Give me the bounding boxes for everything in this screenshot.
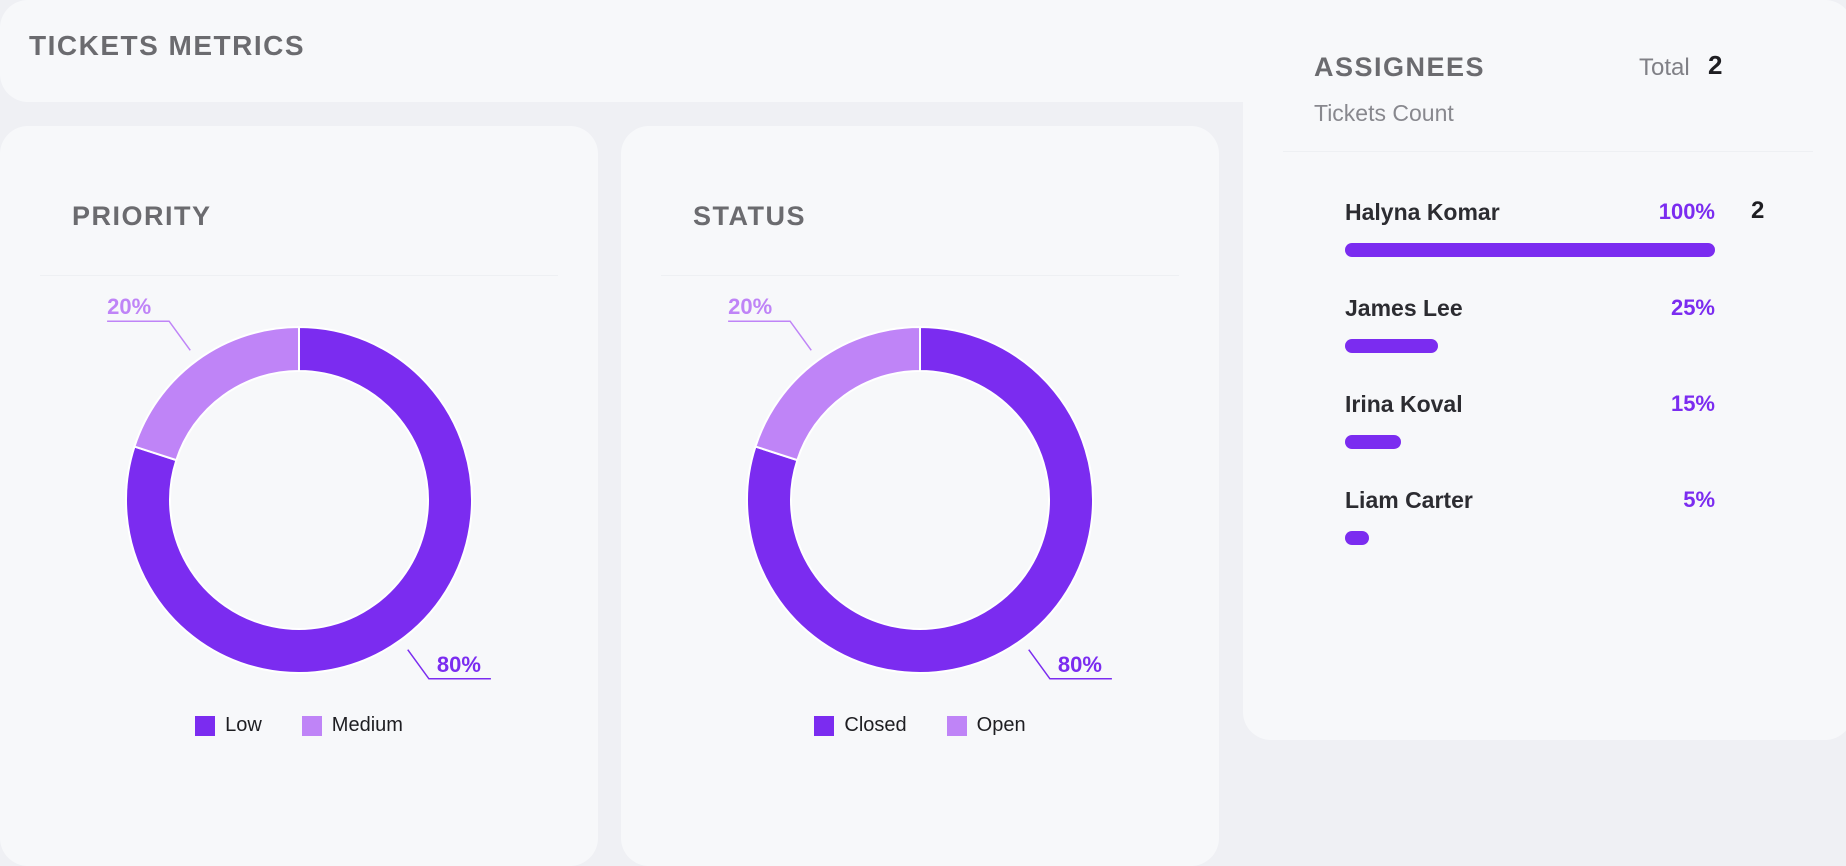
assignees-total-label: Total bbox=[1639, 54, 1690, 81]
assignee-percent: 5% bbox=[1683, 487, 1715, 512]
assignee-percent: 25% bbox=[1670, 295, 1715, 320]
assignee-percent: 100% bbox=[1658, 199, 1715, 224]
status-card: STATUS 80% 20% Closed Open bbox=[621, 126, 1219, 866]
assignee-bar bbox=[1345, 435, 1401, 449]
assignees-card: ASSIGNEES Total 2 Tickets Count Halyna K… bbox=[1243, 0, 1846, 740]
donut-label-leader bbox=[407, 649, 491, 680]
donut-data-label: 80% bbox=[437, 652, 481, 677]
donut-slice-closed[interactable] bbox=[746, 325, 1094, 674]
status-legend: Closed Open bbox=[621, 714, 1219, 737]
donut-slice-open[interactable] bbox=[754, 325, 921, 462]
legend-item[interactable]: Low bbox=[195, 714, 262, 737]
assignees-title: ASSIGNEES bbox=[1314, 52, 1486, 82]
page-title: TICKETS METRICS bbox=[29, 30, 306, 61]
assignees-total-value: 2 bbox=[1708, 50, 1723, 80]
legend-item[interactable]: Medium bbox=[301, 714, 403, 737]
assignee-count: 2 bbox=[1751, 197, 1765, 224]
legend-label: Low bbox=[225, 714, 262, 736]
assignee-name: Halyna Komar bbox=[1345, 199, 1500, 225]
legend-label: Closed bbox=[844, 714, 907, 736]
donut-data-label: 20% bbox=[728, 294, 772, 319]
assignee-bar-track bbox=[1345, 243, 1715, 257]
assignees-subtitle: Tickets Count bbox=[1314, 100, 1454, 126]
donut-slice-medium[interactable] bbox=[133, 325, 300, 462]
assignee-row[interactable]: James Lee 25% bbox=[1345, 295, 1735, 355]
assignee-bar bbox=[1345, 339, 1438, 353]
assignees-divider bbox=[1283, 151, 1813, 152]
donut-label-leader bbox=[1028, 649, 1112, 680]
priority-legend: Low Medium bbox=[0, 714, 598, 737]
assignee-row[interactable]: Liam Carter 5% bbox=[1345, 487, 1735, 547]
donut-data-label: 20% bbox=[107, 294, 151, 319]
assignee-bar bbox=[1345, 531, 1369, 545]
status-title: STATUS bbox=[693, 201, 806, 231]
donut-label-leader bbox=[728, 320, 812, 351]
legend-label: Open bbox=[976, 714, 1026, 736]
legend-label: Medium bbox=[331, 714, 403, 736]
legend-swatch bbox=[301, 715, 322, 736]
priority-donut-chart: 80% 20% bbox=[107, 294, 491, 680]
assignee-name: Irina Koval bbox=[1345, 391, 1463, 417]
assignee-percent: 15% bbox=[1670, 391, 1715, 416]
assignee-row[interactable]: Halyna Komar 100% 2 bbox=[1345, 197, 1764, 259]
assignee-name: Liam Carter bbox=[1345, 487, 1473, 513]
assignee-bar-track bbox=[1345, 531, 1715, 545]
assignee-bar bbox=[1345, 243, 1715, 257]
legend-swatch bbox=[946, 715, 967, 736]
assignee-name: James Lee bbox=[1345, 295, 1463, 321]
donut-data-label: 80% bbox=[1058, 652, 1102, 677]
assignee-bar-track bbox=[1345, 339, 1715, 353]
assignee-bar-track bbox=[1345, 435, 1715, 449]
priority-divider bbox=[40, 275, 558, 276]
legend-swatch bbox=[195, 715, 216, 736]
legend-item[interactable]: Open bbox=[946, 714, 1026, 737]
donut-label-leader bbox=[107, 320, 191, 351]
priority-card: PRIORITY 80% 20% Low Medium bbox=[0, 126, 598, 866]
priority-title: PRIORITY bbox=[72, 201, 212, 231]
donut-slice-low[interactable] bbox=[125, 325, 473, 674]
legend-item[interactable]: Closed bbox=[814, 714, 907, 737]
assignee-row[interactable]: Irina Koval 15% bbox=[1345, 391, 1735, 451]
status-donut-chart: 80% 20% bbox=[728, 294, 1112, 680]
legend-swatch bbox=[814, 715, 835, 736]
status-divider bbox=[661, 275, 1179, 276]
